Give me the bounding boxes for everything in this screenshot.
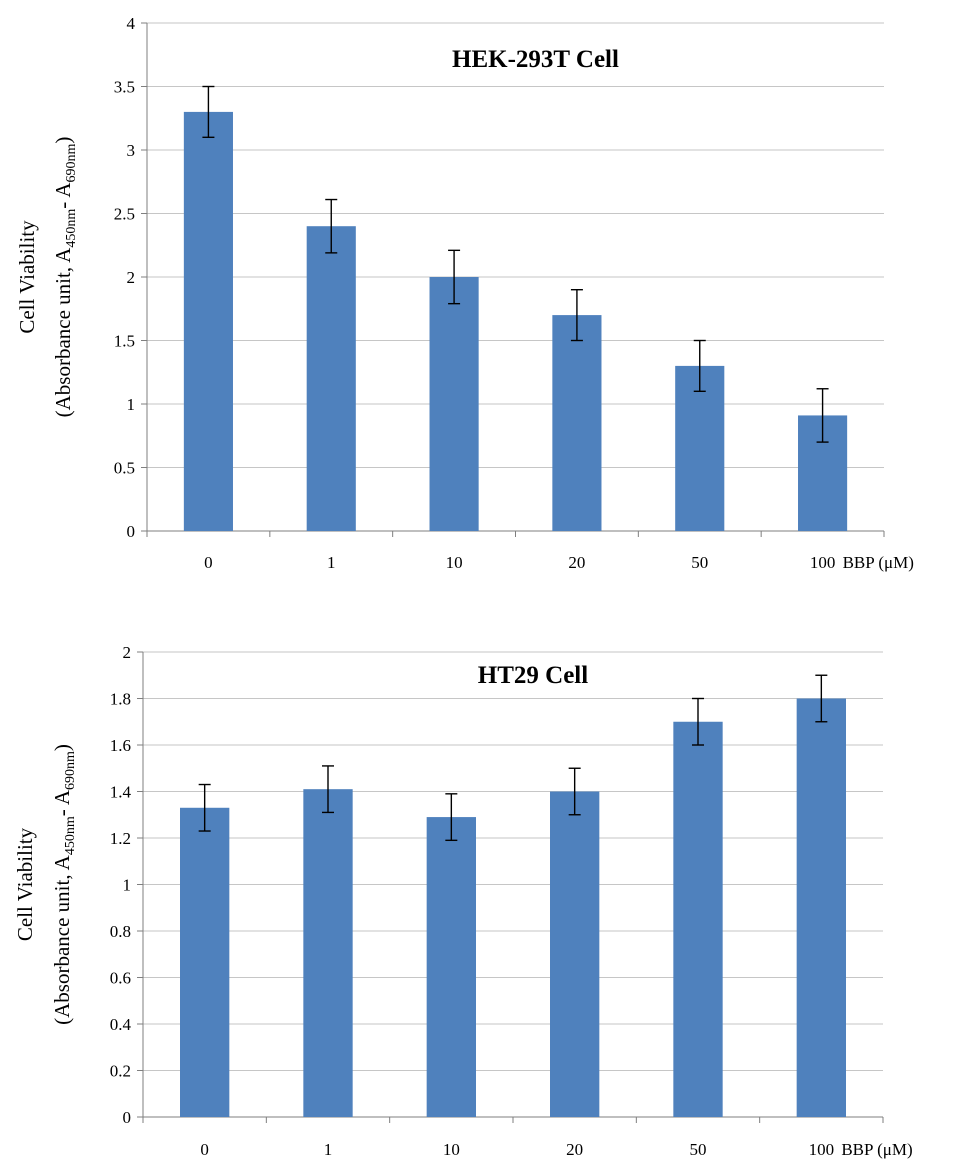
y-tick-label: 2 (127, 268, 136, 287)
x-tick-label: 50 (690, 1140, 707, 1159)
bar (550, 791, 600, 1117)
y-tick-label: 1.2 (110, 829, 131, 848)
x-tick-label: 20 (568, 553, 585, 572)
ht29-chart: 00.20.40.60.811.21.41.61.820 1 10 20 50 100 BB… (13, 643, 913, 1159)
bar (429, 277, 479, 531)
x-unit-label: BBP (μM) (843, 553, 914, 572)
bar (426, 817, 476, 1117)
y-axis-label-line1: Cell Viability (13, 827, 37, 941)
x-tick-label: 0 (200, 1140, 209, 1159)
bar (675, 365, 725, 531)
y-tick-label: 4 (127, 14, 136, 33)
y-axis-label-line1: Cell Viability (15, 220, 39, 334)
x-tick-label: 20 (566, 1140, 583, 1159)
y-tick-label: 2.5 (114, 205, 135, 224)
y-tick-label: 0.5 (114, 459, 135, 478)
y-tick-label: 3 (127, 141, 136, 160)
y-label-text: ) (51, 137, 75, 144)
y-tick-label: 1.5 (114, 332, 135, 351)
y-tick-label: 1.8 (110, 690, 131, 709)
y-tick-label: 0.6 (110, 969, 131, 988)
y-axis-label-line2: (Absorbance unit, A450nm- A690nm) (50, 744, 78, 1025)
y-label-text: (Absorbance unit, A (50, 854, 74, 1025)
y-tick-label: 1.4 (110, 783, 132, 802)
y-label-text: ) (50, 744, 74, 751)
bar (303, 789, 353, 1117)
x-tick-label: 10 (443, 1140, 460, 1159)
y-tick-label: 0.8 (110, 922, 131, 941)
chart-title: HT29 Cell (478, 662, 588, 689)
bar (180, 807, 230, 1117)
y-label-text: - A (50, 789, 74, 816)
x-tick-label: 50 (691, 553, 708, 572)
hek293t-chart: 0 0.5 1 1.5 2 2.5 3 3.5 4 0 1 10 20 50 100 BBP (μM) HEK-… (15, 14, 914, 572)
y-tick-label: 3.5 (114, 78, 135, 97)
y-label-subscript: 690nm (64, 144, 79, 183)
bar (306, 226, 356, 531)
chart-title: HEK-293T Cell (452, 46, 619, 73)
y-tick-label: 0.4 (110, 1015, 132, 1034)
y-tick-label: 1 (123, 876, 132, 895)
x-unit-label: BBP (μM) (841, 1140, 912, 1159)
bar (673, 721, 723, 1117)
y-tick-label: 0 (123, 1108, 132, 1127)
y-label-subscript: 450nm (63, 816, 78, 855)
y-label-text: - A (51, 182, 75, 209)
y-tick-label: 2 (123, 643, 132, 662)
y-label-text: (Absorbance unit, A (51, 247, 75, 418)
bar (183, 111, 233, 532)
x-tick-label: 0 (204, 553, 213, 572)
y-tick-label: 0 (127, 522, 136, 541)
x-tick-label: 1 (324, 1140, 333, 1159)
y-tick-label: 1.6 (110, 736, 131, 755)
x-tick-label: 1 (327, 553, 336, 572)
bar (796, 698, 846, 1117)
y-tick-label: 0.2 (110, 1062, 131, 1081)
y-label-subscript: 450nm (64, 209, 79, 248)
y-label-subscript: 690nm (63, 751, 78, 790)
x-tick-label: 100 (810, 553, 836, 572)
y-axis-label-line2: (Absorbance unit, A450nm- A690nm) (51, 137, 79, 418)
y-tick-label: 1 (127, 395, 136, 414)
bar (552, 315, 602, 531)
x-tick-label: 10 (446, 553, 463, 572)
x-tick-label: 100 (809, 1140, 835, 1159)
